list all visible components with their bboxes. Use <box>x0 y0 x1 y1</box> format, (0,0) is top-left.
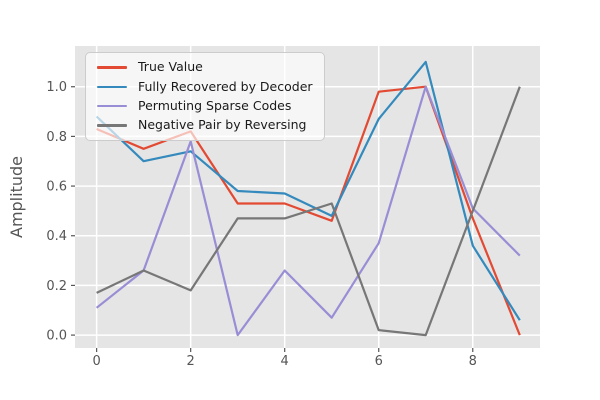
x-tick-label: 8 <box>469 354 477 369</box>
legend-swatch-negative-pair-by-reversing <box>97 124 127 127</box>
x-tick-label: 4 <box>281 354 289 369</box>
legend-item-true-value: True Value <box>97 58 313 77</box>
legend-item-negative-pair-by-reversing: Negative Pair by Reversing <box>97 116 313 135</box>
legend-swatch-permuting-sparse-codes <box>97 104 127 108</box>
series-line-fully-recovered-by-decoder <box>95 60 521 321</box>
legend-swatch-fully-recovered-by-decoder <box>97 85 127 89</box>
y-tick-label: 0.0 <box>46 329 67 344</box>
y-tick-label: 0.8 <box>46 130 67 145</box>
legend: True Value Fully Recovered by Decoder Perm… <box>85 52 325 141</box>
legend-item-fully-recovered-by-decoder: Fully Recovered by Decoder <box>97 77 313 96</box>
x-tick-label: 0 <box>92 354 100 369</box>
legend-swatch-true-value <box>97 66 127 69</box>
legend-label: Fully Recovered by Decoder <box>138 78 313 94</box>
legend-label: Negative Pair by Reversing <box>138 117 307 133</box>
y-tick-label: 1.0 <box>46 80 67 95</box>
y-tick-label: 0.2 <box>46 279 67 294</box>
legend-label: True Value <box>138 59 203 75</box>
y-axis-label: Amplitude <box>7 156 26 238</box>
series-line-negative-pair-by-reversing <box>96 86 521 337</box>
legend-label: Permuting Sparse Codes <box>138 97 292 113</box>
y-tick-label: 0.4 <box>46 229 67 244</box>
legend-item-permuting-sparse-codes: Permuting Sparse Codes <box>97 97 313 116</box>
series-line-permuting-sparse-codes <box>95 85 521 337</box>
x-tick-label: 6 <box>375 354 383 369</box>
y-tick-label: 0.6 <box>46 180 67 195</box>
x-tick-label: 2 <box>187 354 195 369</box>
